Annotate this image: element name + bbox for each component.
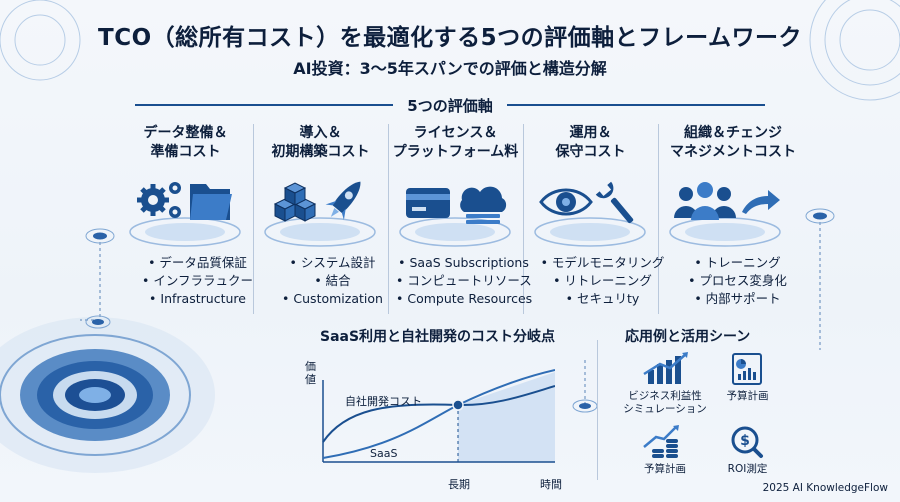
axis-bullets: システム設計 結合 Customization — [265, 254, 400, 308]
axis-title: 運用＆ 保守コスト — [555, 125, 626, 160]
bullet-item: コンピュートリソース — [396, 272, 531, 290]
axis-title: データ整備＆ 準備コスト — [143, 125, 228, 160]
bullet-item: 内部サポート — [670, 290, 805, 308]
bullet-item: モデルモニタリング — [535, 254, 670, 272]
page-title: TCO（総所有コスト）を最適化する5つの評価軸とフレームワーク — [98, 25, 802, 51]
svg-text:$: $ — [740, 433, 750, 449]
card-cloud-icon — [388, 170, 523, 250]
axis-column-data-prep: データ整備＆準備コスト データ品質保証 インフララュクー Infrastruct… — [118, 124, 253, 306]
series-label-saas: SaaS — [370, 447, 398, 460]
bullet-item: SaaS Subscriptions — [396, 254, 531, 272]
cubes-rocket-icon — [253, 170, 388, 250]
use-case-item: $ ROI測定 — [705, 425, 790, 476]
bullet-item: インフララュクー — [130, 272, 265, 290]
coins-growth-icon — [643, 425, 679, 458]
chart-x-marker-label: 長期 — [448, 478, 470, 491]
axis-column-implementation: 導入＆初期構築コスト システム設計 結合 Customization — [253, 124, 388, 306]
chart-title: SaaS利用と自社開発のコスト分岐点 — [320, 329, 556, 345]
axis-bullets: SaaS Subscriptions コンピュートリソース Compute Re… — [396, 254, 532, 308]
footer-credit: 2025 AI KnowledgeFlow — [762, 482, 888, 494]
node-dots — [85, 208, 835, 413]
dollar-search-icon: $ — [731, 426, 763, 458]
chart-y-label: 価値 — [305, 360, 316, 386]
bar-growth-icon — [643, 352, 688, 384]
bullet-item: データ品質保証 — [130, 254, 265, 272]
report-chart-icon — [732, 353, 762, 385]
axis-column-operations: 運用＆保守コスト モデルモニタリング リトレーニング セキュリty — [523, 124, 664, 306]
use-case-item: 予算計画 — [620, 425, 710, 476]
bullet-item: Infrastructure — [130, 290, 265, 308]
bullet-item: Customization — [265, 290, 400, 308]
use-case-item: ビジネス利益性 シミュレーション — [620, 352, 710, 416]
series-label-in-house: 自社開発コスト — [345, 395, 422, 408]
bullet-item: システム設計 — [265, 254, 400, 272]
axis-title: ライセンス＆ プラットフォーム料 — [392, 125, 519, 160]
column-divider — [523, 124, 524, 314]
use-case-item: 予算計画 — [705, 352, 790, 403]
gears-folder-icon — [118, 170, 253, 250]
bullet-item: トレーニング — [670, 254, 805, 272]
bullet-item: 結合 — [265, 272, 400, 290]
people-arrow-icon — [658, 170, 793, 250]
section-header: 5つの評価軸 — [135, 94, 766, 116]
chart-x-label: 時間 — [540, 478, 562, 491]
crossover-shaded-area — [458, 372, 555, 462]
section-line-right — [506, 104, 766, 106]
bullet-item: リトレーニング — [535, 272, 670, 290]
axis-bullets: トレーニング プロセス変身化 内部サポート — [670, 254, 805, 308]
section-title: 5つの評価軸 — [407, 96, 493, 115]
column-divider — [658, 124, 659, 314]
axis-bullets: データ品質保証 インフララュクー Infrastructure — [130, 254, 265, 308]
bullet-item: プロセス変身化 — [670, 272, 805, 290]
axis-title: 導入＆ 初期構築コスト — [271, 125, 370, 160]
use-cases-title: 応用例と活用シーン — [625, 329, 751, 345]
eye-wrench-icon — [523, 170, 658, 250]
bullet-item: セキュリty — [535, 290, 670, 308]
axis-bullets: モデルモニタリング リトレーニング セキュリty — [535, 254, 670, 308]
page-subtitle: AI投資：3〜5年スパンでの評価と構造分解 — [293, 59, 607, 78]
crossover-chart — [322, 369, 555, 463]
crossover-point — [452, 399, 464, 411]
section-divider — [597, 340, 598, 480]
bullet-item: Compute Resources — [396, 290, 532, 308]
column-divider — [253, 124, 254, 314]
bottom-left-rings — [0, 317, 215, 473]
column-divider — [388, 124, 389, 314]
axis-column-license: ライセンス＆プラットフォーム料 SaaS Subscriptions コンピュー… — [388, 124, 532, 306]
axis-title: 組織＆チェンジ マネジメントコスト — [670, 125, 796, 160]
section-line-left — [135, 104, 394, 106]
